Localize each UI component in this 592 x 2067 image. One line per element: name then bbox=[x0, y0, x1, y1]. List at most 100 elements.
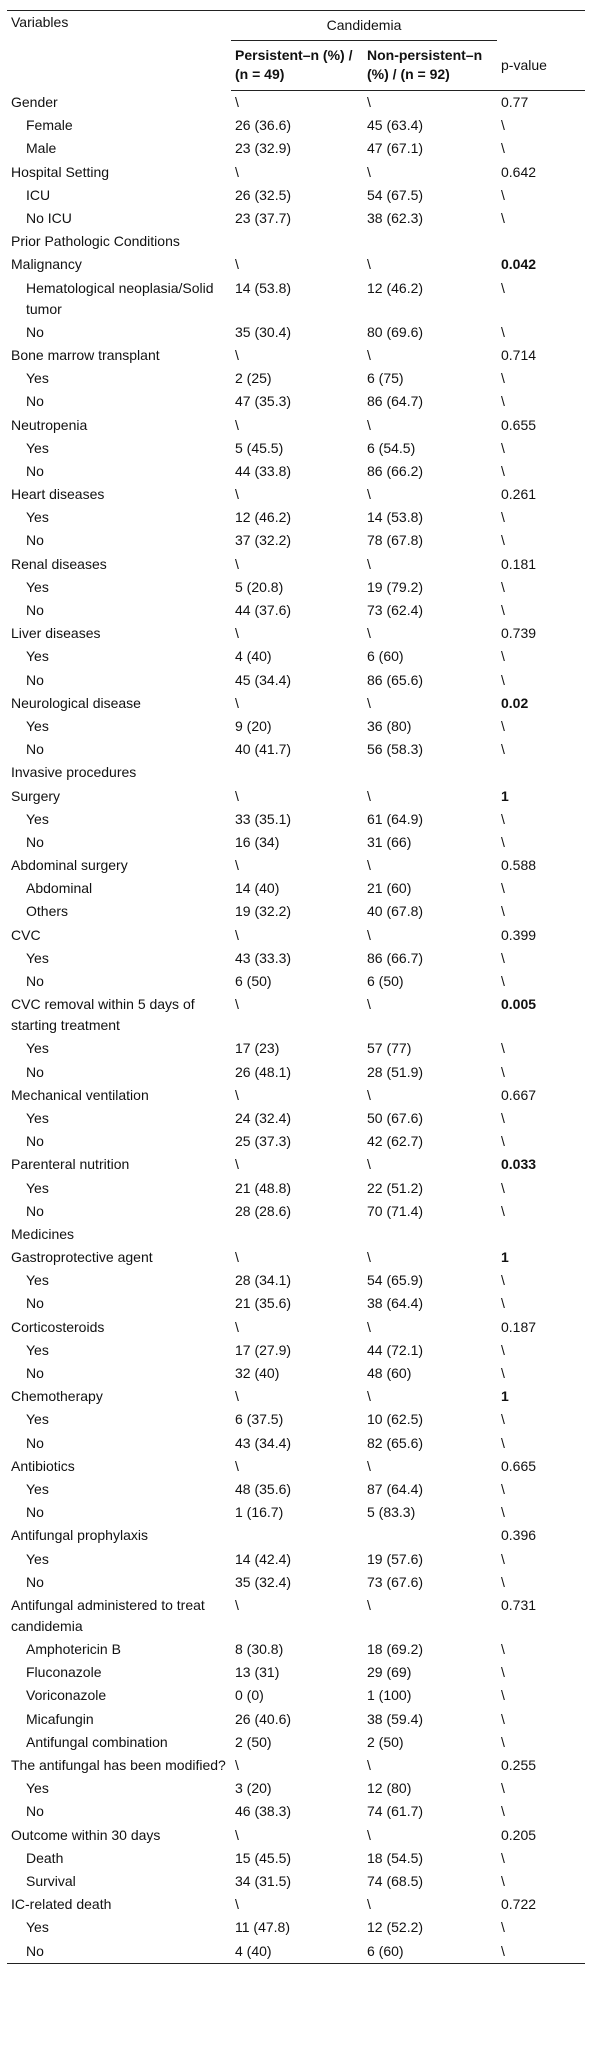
cell-p-value: 0.181 bbox=[501, 555, 537, 572]
group-row: Prior Pathologic Conditions bbox=[7, 230, 585, 253]
cell-p-value: \ bbox=[501, 1849, 505, 1866]
cell-persistent bbox=[231, 230, 363, 253]
cell-p-value: \ bbox=[501, 949, 505, 966]
cell-non-persistent: 1 (100) bbox=[367, 1687, 412, 1704]
cell-non-persistent: 40 (67.8) bbox=[367, 903, 424, 920]
cell-non-persistent: 6 (50) bbox=[367, 973, 404, 990]
cell-non-persistent: \ bbox=[367, 1896, 371, 1913]
cell-label: No bbox=[26, 1573, 44, 1590]
cell-p-value: \ bbox=[501, 1434, 505, 1451]
sub-row: Yes 5 (20.8) 19 (79.2) \ bbox=[7, 576, 585, 599]
group-row: Liver diseases \ \ 0.739 bbox=[7, 622, 585, 645]
cell-non-persistent: 54 (67.5) bbox=[367, 186, 424, 203]
cell-p-value: \ bbox=[501, 973, 505, 990]
cell-persistent: 45 (34.4) bbox=[235, 671, 292, 688]
cell-persistent: \ bbox=[235, 416, 239, 433]
cell-label: No bbox=[26, 1133, 44, 1150]
sub-row: Survival 34 (31.5) 74 (68.5) \ bbox=[7, 1870, 585, 1893]
sub-row: Others 19 (32.2) 40 (67.8) \ bbox=[7, 900, 585, 923]
cell-persistent: \ bbox=[235, 1318, 239, 1335]
cell-p-value: \ bbox=[501, 323, 505, 340]
cell-label: Yes bbox=[26, 1040, 49, 1057]
cell-persistent: \ bbox=[235, 1757, 239, 1774]
sub-row: No 4 (40) 6 (60) \ bbox=[7, 1939, 585, 1964]
cell-non-persistent: 5 (83.3) bbox=[367, 1504, 416, 1521]
cell-non-persistent: \ bbox=[367, 1757, 371, 1774]
cell-non-persistent: 54 (65.9) bbox=[367, 1272, 424, 1289]
cell-persistent: \ bbox=[235, 163, 239, 180]
cell-non-persistent: \ bbox=[367, 416, 371, 433]
cell-label: Voriconazole bbox=[26, 1687, 107, 1704]
cell-p-value: \ bbox=[501, 186, 505, 203]
cell-p-value: \ bbox=[501, 393, 505, 410]
cell-p-value: \ bbox=[501, 117, 505, 134]
cell-persistent bbox=[231, 761, 363, 784]
cell-non-persistent: \ bbox=[367, 1318, 371, 1335]
sub-row: Yes 3 (20) 12 (80) \ bbox=[7, 1777, 585, 1800]
cell-persistent: 5 (45.5) bbox=[235, 439, 284, 456]
cell-persistent: 26 (40.6) bbox=[235, 1710, 292, 1727]
group-row: Antifungal administered to treat candide… bbox=[7, 1594, 585, 1638]
cell-p-value: \ bbox=[501, 1780, 505, 1797]
group-row: Hospital Setting \ \ 0.642 bbox=[7, 161, 585, 184]
cell-label: Malignancy bbox=[11, 256, 82, 273]
cell-persistent: 47 (35.3) bbox=[235, 393, 292, 410]
cell-persistent: \ bbox=[235, 787, 239, 804]
cell-persistent: \ bbox=[235, 1086, 239, 1103]
cell-non-persistent: 6 (60) bbox=[363, 1939, 497, 1964]
cell-label: No bbox=[26, 1434, 44, 1451]
cell-label: Male bbox=[26, 140, 57, 157]
cell-non-persistent: 86 (65.6) bbox=[367, 671, 424, 688]
cell-label: IC-related death bbox=[11, 1896, 112, 1913]
cell-persistent: 46 (38.3) bbox=[235, 1803, 292, 1820]
cell-label: Yes bbox=[26, 1109, 49, 1126]
cell-non-persistent: \ bbox=[367, 996, 371, 1013]
sub-row: No 16 (34) 31 (66) \ bbox=[7, 831, 585, 854]
cell-p-value: \ bbox=[501, 1803, 505, 1820]
cell-label: Antifungal combination bbox=[26, 1733, 168, 1750]
sub-row: No 21 (35.6) 38 (64.4) \ bbox=[7, 1292, 585, 1315]
cell-label: Yes bbox=[26, 949, 49, 966]
sub-row: Voriconazole 0 (0) 1 (100) \ bbox=[7, 1684, 585, 1707]
cell-non-persistent: 86 (66.2) bbox=[367, 462, 424, 479]
cell-label: Abdominal bbox=[26, 880, 93, 897]
cell-p-value: 0.187 bbox=[501, 1318, 537, 1335]
cell-label: No bbox=[26, 1202, 44, 1219]
cell-non-persistent: 74 (61.7) bbox=[367, 1803, 424, 1820]
cell-persistent: \ bbox=[235, 926, 239, 943]
sub-row: Yes 2 (25) 6 (75) \ bbox=[7, 367, 585, 390]
cell-non-persistent: 14 (53.8) bbox=[367, 509, 424, 526]
sub-row: Amphotericin B 8 (30.8) 18 (69.2) \ bbox=[7, 1638, 585, 1661]
group-row: Malignancy \ \ 0.042 bbox=[7, 253, 585, 276]
cell-p-value: \ bbox=[501, 1641, 505, 1658]
cell-label: Yes bbox=[26, 439, 49, 456]
cell-p-value: 0.261 bbox=[501, 486, 537, 503]
cell-p-value: \ bbox=[501, 648, 505, 665]
cell-persistent: 17 (27.9) bbox=[235, 1341, 292, 1358]
cell-p-value bbox=[497, 230, 585, 253]
cell-label: No bbox=[26, 393, 44, 410]
cell-label: Antifungal prophylaxis bbox=[11, 1527, 148, 1544]
cell-non-persistent: 12 (80) bbox=[367, 1780, 412, 1797]
group-row: Chemotherapy \ \ 1 bbox=[7, 1385, 585, 1408]
cell-p-value: 0.033 bbox=[501, 1156, 537, 1173]
cell-p-value: \ bbox=[501, 1919, 505, 1936]
group-row: IC-related death \ \ 0.722 bbox=[7, 1893, 585, 1916]
cell-persistent: \ bbox=[235, 1826, 239, 1843]
cell-label: Liver diseases bbox=[11, 625, 101, 642]
cell-non-persistent: 86 (64.7) bbox=[367, 393, 424, 410]
group-row: Medicines bbox=[7, 1223, 585, 1246]
sub-row: Yes 28 (34.1) 54 (65.9) \ bbox=[7, 1269, 585, 1292]
cell-p-value: \ bbox=[501, 1504, 505, 1521]
cell-label: Yes bbox=[26, 370, 49, 387]
cell-p-value: \ bbox=[501, 1411, 505, 1428]
header-row: Persistent–n (%) / (n = 49) Non-persiste… bbox=[7, 40, 585, 91]
cell-persistent: 28 (34.1) bbox=[235, 1272, 292, 1289]
cell-label: Gastroprotective agent bbox=[11, 1249, 153, 1266]
page: {"header":{"variables":"Variables","grou… bbox=[0, 10, 592, 2067]
sub-row: No 35 (32.4) 73 (67.6) \ bbox=[7, 1571, 585, 1594]
cell-p-value: \ bbox=[501, 1733, 505, 1750]
header-variables: Variables bbox=[7, 10, 231, 91]
cell-non-persistent: 86 (66.7) bbox=[367, 949, 424, 966]
cell-p-value: \ bbox=[501, 810, 505, 827]
